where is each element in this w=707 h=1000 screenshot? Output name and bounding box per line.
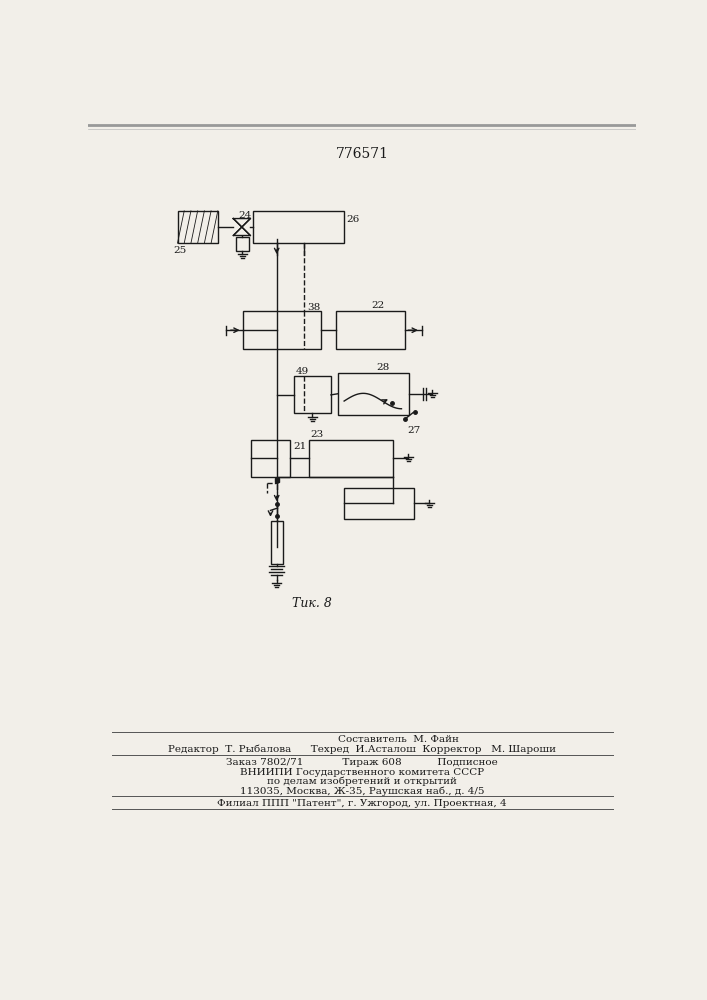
- Text: ВНИИПИ Государственного комитета СССР: ВНИИПИ Государственного комитета СССР: [240, 768, 484, 777]
- Text: Τик. 8: Τик. 8: [292, 597, 332, 610]
- Text: Филиал ППП "Патент", г. Ужгород, ул. Проектная, 4: Филиал ППП "Патент", г. Ужгород, ул. Про…: [217, 799, 507, 808]
- Text: 22: 22: [371, 301, 385, 310]
- Bar: [344, 488, 414, 519]
- Text: 26: 26: [346, 215, 360, 224]
- Bar: [252, 211, 344, 243]
- Text: 27: 27: [408, 426, 421, 435]
- Bar: [251, 440, 290, 477]
- Text: 23: 23: [311, 430, 324, 439]
- Text: 776571: 776571: [335, 147, 388, 161]
- Text: 28: 28: [377, 363, 390, 372]
- Text: Редактор  Т. Рыбалова      Техред  И.Асталош  Корректор   М. Шароши: Редактор Т. Рыбалова Техред И.Асталош Ко…: [168, 744, 556, 754]
- Text: 49: 49: [296, 367, 310, 376]
- Bar: [293, 376, 331, 413]
- Text: Составитель  М. Файн: Составитель М. Файн: [338, 735, 459, 744]
- Text: 21: 21: [293, 442, 307, 451]
- Text: 113035, Москва, Ж-35, Раушская наб., д. 4/5: 113035, Москва, Ж-35, Раушская наб., д. …: [240, 786, 484, 796]
- Bar: [235, 237, 249, 251]
- Text: по делам изобретений и открытий: по делам изобретений и открытий: [267, 777, 457, 786]
- Text: 38: 38: [307, 303, 320, 312]
- Bar: [309, 440, 393, 477]
- Bar: [271, 521, 283, 564]
- Bar: [243, 311, 321, 349]
- Bar: [337, 311, 404, 349]
- Bar: [338, 373, 409, 415]
- Text: 24: 24: [239, 211, 252, 220]
- Text: Заказ 7802/71            Тираж 608           Подписное: Заказ 7802/71 Тираж 608 Подписное: [226, 758, 498, 767]
- Text: 25: 25: [174, 246, 187, 255]
- Bar: [177, 211, 218, 243]
